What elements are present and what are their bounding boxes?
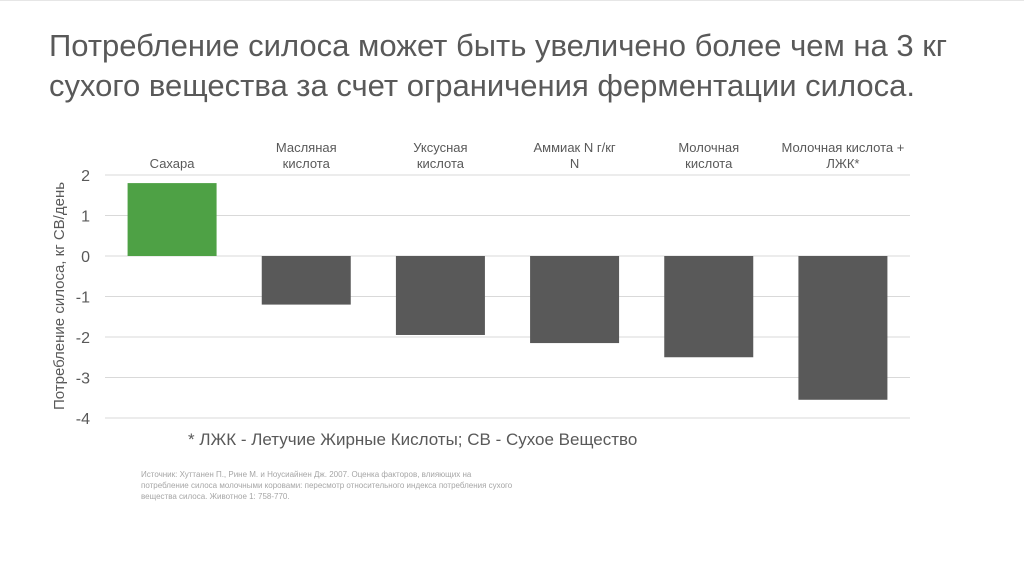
source-citation: Источник: Хуттанен П., Рине М. и Ноусиай… bbox=[141, 470, 513, 501]
y-tick-label: -4 bbox=[76, 411, 90, 428]
category-label: Молочная bbox=[678, 140, 739, 155]
y-tick-label: -2 bbox=[76, 330, 90, 347]
category-label: кислота bbox=[283, 156, 331, 171]
category-label: N bbox=[570, 156, 579, 171]
category-label: Уксусная bbox=[413, 140, 467, 155]
y-tick-label: 1 bbox=[81, 209, 90, 226]
category-label: кислота bbox=[417, 156, 465, 171]
bar bbox=[127, 183, 217, 256]
category-label: Сахара bbox=[150, 156, 196, 171]
top-border-line bbox=[0, 0, 1024, 1]
footnote: * ЛЖК - Летучие Жирные Кислоты; СВ - Сух… bbox=[188, 430, 638, 449]
category-label: кислота bbox=[685, 156, 733, 171]
slide-title: Потребление силоса может быть увеличено … bbox=[49, 28, 948, 103]
y-tick-label: -1 bbox=[76, 290, 90, 307]
gridlines bbox=[105, 174, 910, 419]
y-tick-label: 0 bbox=[81, 249, 90, 266]
bar bbox=[395, 256, 485, 335]
y-axis-label: Потребление силоса, кг СВ/день bbox=[51, 182, 68, 410]
y-tick-label: -3 bbox=[76, 371, 90, 388]
bar bbox=[664, 256, 754, 358]
bars bbox=[127, 183, 888, 400]
y-tick-label: 2 bbox=[81, 168, 90, 185]
y-axis-ticks: 2 1 0 -1 -2 -3 -4 bbox=[76, 168, 90, 428]
bar bbox=[261, 256, 351, 305]
category-label: ЛЖК* bbox=[826, 156, 859, 171]
bar bbox=[530, 256, 620, 344]
category-label: Молочная кислота + bbox=[782, 140, 905, 155]
bar bbox=[798, 256, 888, 400]
category-labels: СахараМаслянаякислотаУксуснаякислотаАмми… bbox=[150, 140, 905, 171]
category-label: Аммиак N г/кг bbox=[534, 140, 616, 155]
category-label: Масляная bbox=[276, 140, 337, 155]
